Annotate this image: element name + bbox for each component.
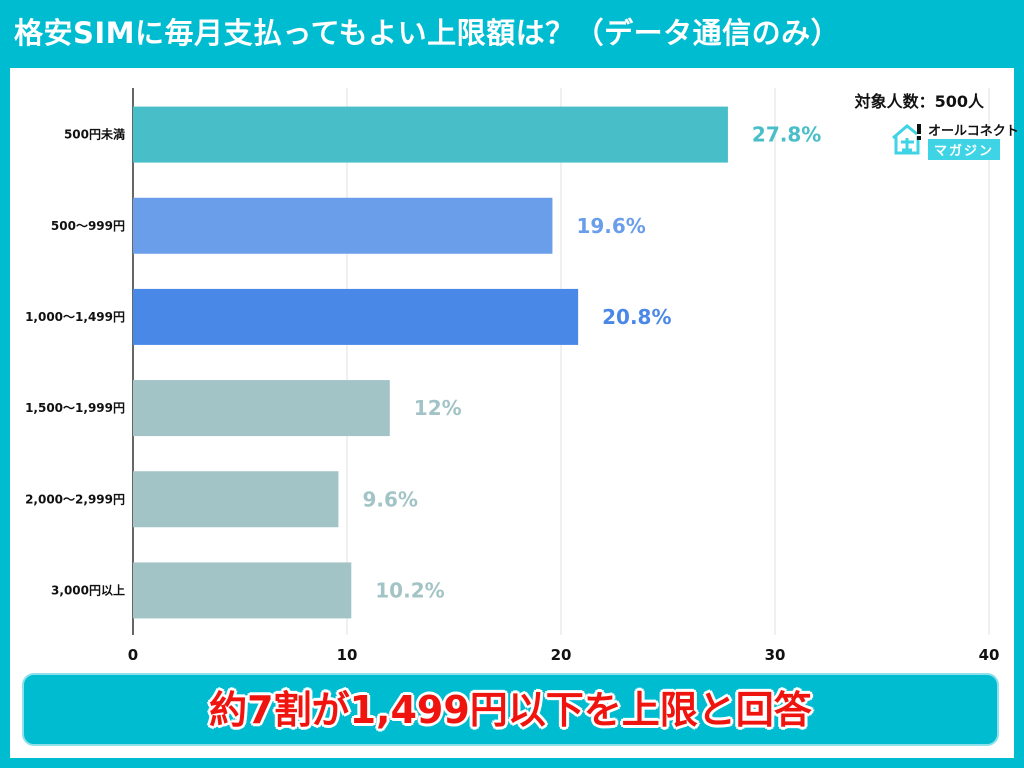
logo-text-top: オールコネクト [928,124,1019,139]
category-label: 500円未満 [64,127,125,142]
category-label: 1,500〜1,999円 [25,401,125,415]
bar [133,471,339,528]
bar [133,106,728,163]
category-label: 1,000〜1,499円 [25,310,125,324]
data-label: 19.6% [576,214,645,238]
category-label: 3,000円以上 [51,582,125,597]
bar [133,562,352,619]
category-label: 2,000〜2,999円 [25,492,125,506]
sample-size: 対象人数：500人 [854,92,984,111]
data-label: 20.8% [602,305,671,329]
chart-title: 格安SIMに毎月支払ってもよい上限額は？（データ通信のみ） [14,16,841,50]
data-label: 10.2% [375,578,444,602]
bar [133,380,390,437]
data-label: 9.6% [362,487,417,511]
data-label: 12% [414,396,462,420]
logo-text-bottom: マガジン [928,139,1001,160]
summary-banner: 約7割が1,499円以下を上限と回答 [22,673,999,746]
bar-chart: 0 10 20 30 40 500円未満 27.8% 500〜999円 19.6% 1,000〜1… [25,88,1000,664]
category-label: 500〜999円 [51,219,125,233]
x-tick-label: 20 [551,646,572,664]
x-tick-label: 40 [979,646,1000,664]
logo: オールコネクト マガジン [890,120,1019,160]
chart-panel: 0 10 20 30 40 500円未満 27.8% 500〜999円 19.6% 1,000〜1… [10,68,1019,758]
x-tick-label: 10 [337,646,358,664]
x-tick-label: 0 [128,646,138,664]
summary-text: 約7割が1,499円以下を上限と回答 [209,688,812,732]
data-label: 27.8% [752,123,821,147]
bar [133,197,553,254]
x-tick-label: 30 [765,646,786,664]
house-logo-icon [892,124,921,155]
bar [133,288,579,345]
